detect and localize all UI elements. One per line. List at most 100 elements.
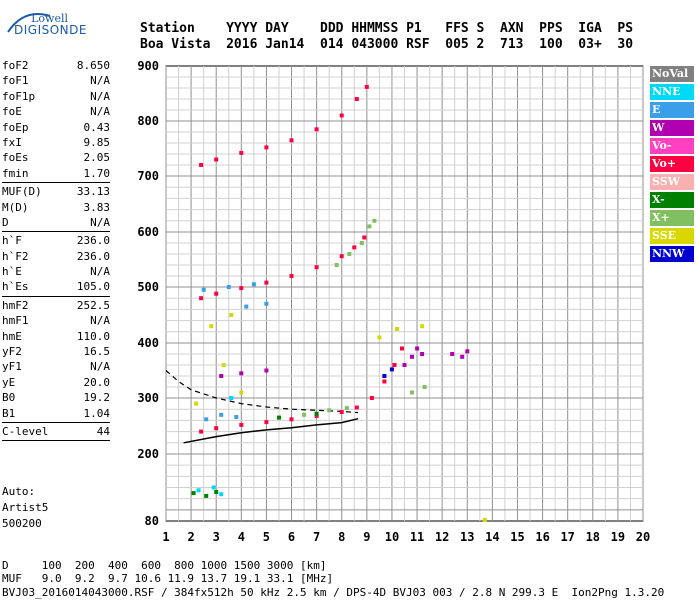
echo-point-w xyxy=(402,363,407,367)
x-tick-label: 3 xyxy=(213,530,220,544)
param-key: B0 xyxy=(2,391,16,405)
echo-point-vo- xyxy=(239,422,244,427)
echo-point-e xyxy=(201,287,206,292)
echo-point-x- xyxy=(314,411,319,416)
echo-point-vo- xyxy=(314,127,319,132)
param-key: MUF(D) xyxy=(2,185,42,199)
echo-point-sse xyxy=(209,324,214,329)
echo-point-x- xyxy=(204,493,209,498)
param-key: foF1p xyxy=(2,89,36,103)
echo-point-vo- xyxy=(400,346,404,351)
echo-point-e xyxy=(204,417,209,422)
x-tick-label: 11 xyxy=(410,530,424,544)
echo-point-vo- xyxy=(352,245,357,250)
divider xyxy=(2,421,110,423)
parameter-panel: foF2 8.650 foF1 N/A foF1p N/A foE N/A foEp 0.43 fx… xyxy=(2,58,110,442)
echo-point-x- xyxy=(344,406,349,411)
echo-point-nne xyxy=(219,492,224,497)
param-value: N/A xyxy=(90,105,110,119)
y-tick-label: 900 xyxy=(137,59,159,73)
param-value: N/A xyxy=(90,74,110,88)
echo-point-nnw xyxy=(382,374,387,378)
x-tick-label: 15 xyxy=(510,530,524,544)
param-row: yF1 N/A xyxy=(2,359,110,374)
param-value: N/A xyxy=(90,215,110,229)
param-key: hmF1 xyxy=(2,314,29,328)
echo-point-w xyxy=(420,352,425,356)
param-value: N/A xyxy=(90,89,110,103)
echo-point-sse xyxy=(194,401,199,406)
echo-point-x- xyxy=(334,263,339,267)
param-row: foF2 8.650 xyxy=(2,58,110,73)
echo-point-nne xyxy=(196,488,201,493)
echo-point-x- xyxy=(214,490,219,494)
echo-point-sse xyxy=(420,324,425,329)
logo-text-lowell: Lowell xyxy=(31,12,68,25)
param-value: N/A xyxy=(90,314,110,328)
lowell-digisonde-logo: Lowell DIGISONDE xyxy=(2,4,120,38)
x-tick-label: 2 xyxy=(187,530,194,544)
param-row: yE 20.0 xyxy=(2,375,110,390)
param-key: foF2 xyxy=(2,59,29,72)
echo-point-vo- xyxy=(199,163,204,167)
x-tick-label: 10 xyxy=(385,530,399,544)
echo-point-nnw xyxy=(389,367,394,372)
y-tick-label: 300 xyxy=(137,391,159,405)
param-value: N/A xyxy=(90,265,110,279)
legend-item: E xyxy=(650,102,694,118)
legend-item: NNE xyxy=(650,84,694,100)
param-row: h`Es 105.0 xyxy=(2,279,110,294)
param-row: foF1 N/A xyxy=(2,73,110,88)
param-value: 1.04 xyxy=(83,406,111,420)
echo-point-x- xyxy=(422,385,427,389)
auto-artist-label: Artist5 xyxy=(2,501,49,514)
echo-point-x- xyxy=(302,412,307,417)
echo-point-e xyxy=(226,285,231,289)
param-value: 236.0 xyxy=(76,249,110,263)
param-value: 44 xyxy=(96,424,110,438)
echo-point-x- xyxy=(347,252,352,256)
echo-point-vo- xyxy=(339,254,344,259)
param-value: 236.0 xyxy=(76,234,110,248)
x-tick-label: 7 xyxy=(313,530,320,544)
chart-grid xyxy=(165,65,644,522)
param-row: MUF(D) 33.13 xyxy=(2,184,110,199)
param-key: h`F2 xyxy=(2,249,29,263)
legend-item: SSW xyxy=(650,174,694,190)
echo-point-x- xyxy=(327,408,332,413)
param-value: 2.05 xyxy=(83,151,111,165)
param-row: foE N/A xyxy=(2,104,110,119)
echo-point-nne xyxy=(211,485,216,490)
param-row: hmF1 N/A xyxy=(2,313,110,328)
param-row: D N/A xyxy=(2,215,110,230)
echo-point-vo- xyxy=(339,410,344,414)
echo-point-sse xyxy=(482,517,487,522)
echo-point-nne xyxy=(229,396,234,400)
echo-point-x- xyxy=(410,390,414,395)
auto-version-label: 500200 xyxy=(2,517,42,530)
echo-point-w xyxy=(415,346,420,351)
legend-item: X- xyxy=(650,192,694,208)
param-value: N/A xyxy=(90,360,110,374)
y-tick-label: 700 xyxy=(137,169,159,183)
param-group-critical-freqs: foF2 8.650 foF1 N/A foF1p N/A foE N/A foEp 0.43 fx… xyxy=(2,58,110,181)
echo-point-vo- xyxy=(314,413,319,418)
param-value: 3.83 xyxy=(83,200,111,214)
param-row: h`E N/A xyxy=(2,264,110,279)
legend-item: Vo- xyxy=(650,138,694,154)
x-tick-label: 12 xyxy=(435,530,449,544)
legend-item: X+ xyxy=(650,210,694,226)
param-row: foEs 2.05 xyxy=(2,150,110,165)
legend-item: Vo+ xyxy=(650,156,694,172)
echo-point-vo- xyxy=(199,429,204,434)
echo-point-vo- xyxy=(289,274,294,278)
param-value: 33.13 xyxy=(76,185,110,199)
echo-point-e xyxy=(251,282,256,287)
footer-muf-row: MUF 9.0 9.2 9.7 10.6 11.9 13.7 19.1 33.1… xyxy=(2,572,334,585)
echo-point-vo- xyxy=(364,84,369,89)
x-tick-label: 1 xyxy=(162,530,169,544)
param-value: 0.43 xyxy=(83,120,111,134)
echo-point-vo- xyxy=(264,420,269,425)
echo-point-w xyxy=(239,371,244,376)
x-tick-label: 18 xyxy=(586,530,600,544)
